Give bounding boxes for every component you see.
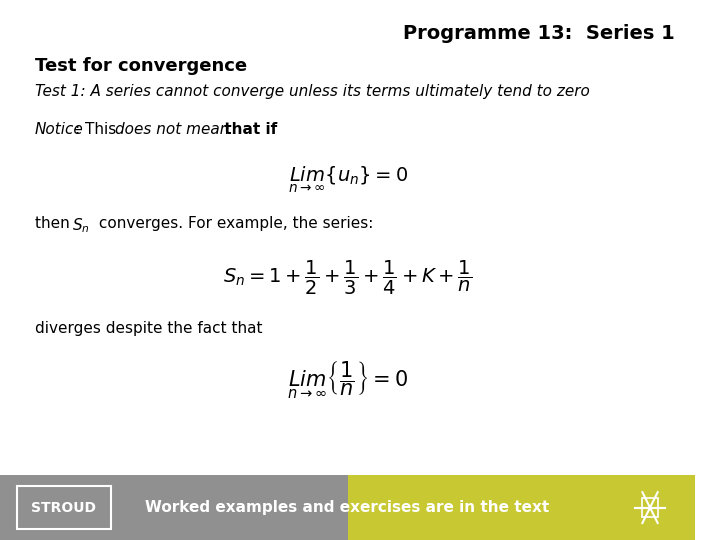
Text: $\underset{n \rightarrow \infty}{Lim}\left\{\dfrac{1}{n}\right\}=0$: $\underset{n \rightarrow \infty}{Lim}\le…: [287, 359, 408, 401]
Text: : This: : This: [75, 122, 121, 137]
Text: $S_n = 1 + \dfrac{1}{2} + \dfrac{1}{3} + \dfrac{1}{4} + K + \dfrac{1}{n}$: $S_n = 1 + \dfrac{1}{2} + \dfrac{1}{3} +…: [223, 259, 472, 298]
Text: diverges despite the fact that: diverges despite the fact that: [35, 321, 262, 336]
Text: Worked examples and exercises are in the text: Worked examples and exercises are in the…: [145, 500, 550, 515]
Text: that if: that if: [219, 122, 277, 137]
Text: $S_n$: $S_n$: [71, 216, 89, 235]
Text: STROUD: STROUD: [32, 501, 96, 515]
Text: then: then: [35, 216, 74, 231]
Text: Notice: Notice: [35, 122, 84, 137]
Text: Test for convergence: Test for convergence: [35, 57, 247, 75]
FancyBboxPatch shape: [0, 475, 348, 540]
FancyBboxPatch shape: [348, 475, 696, 540]
Text: does not mean: does not mean: [114, 122, 229, 137]
Text: Programme 13:  Series 1: Programme 13: Series 1: [402, 24, 675, 43]
Text: Test 1: A series cannot converge unless its terms ultimately tend to zero: Test 1: A series cannot converge unless …: [35, 84, 590, 99]
Text: converges. For example, the series:: converges. For example, the series:: [94, 216, 373, 231]
Text: $\underset{n \rightarrow \infty}{Lim}\left\{u_n\right\}=0$: $\underset{n \rightarrow \infty}{Lim}\le…: [287, 165, 408, 195]
